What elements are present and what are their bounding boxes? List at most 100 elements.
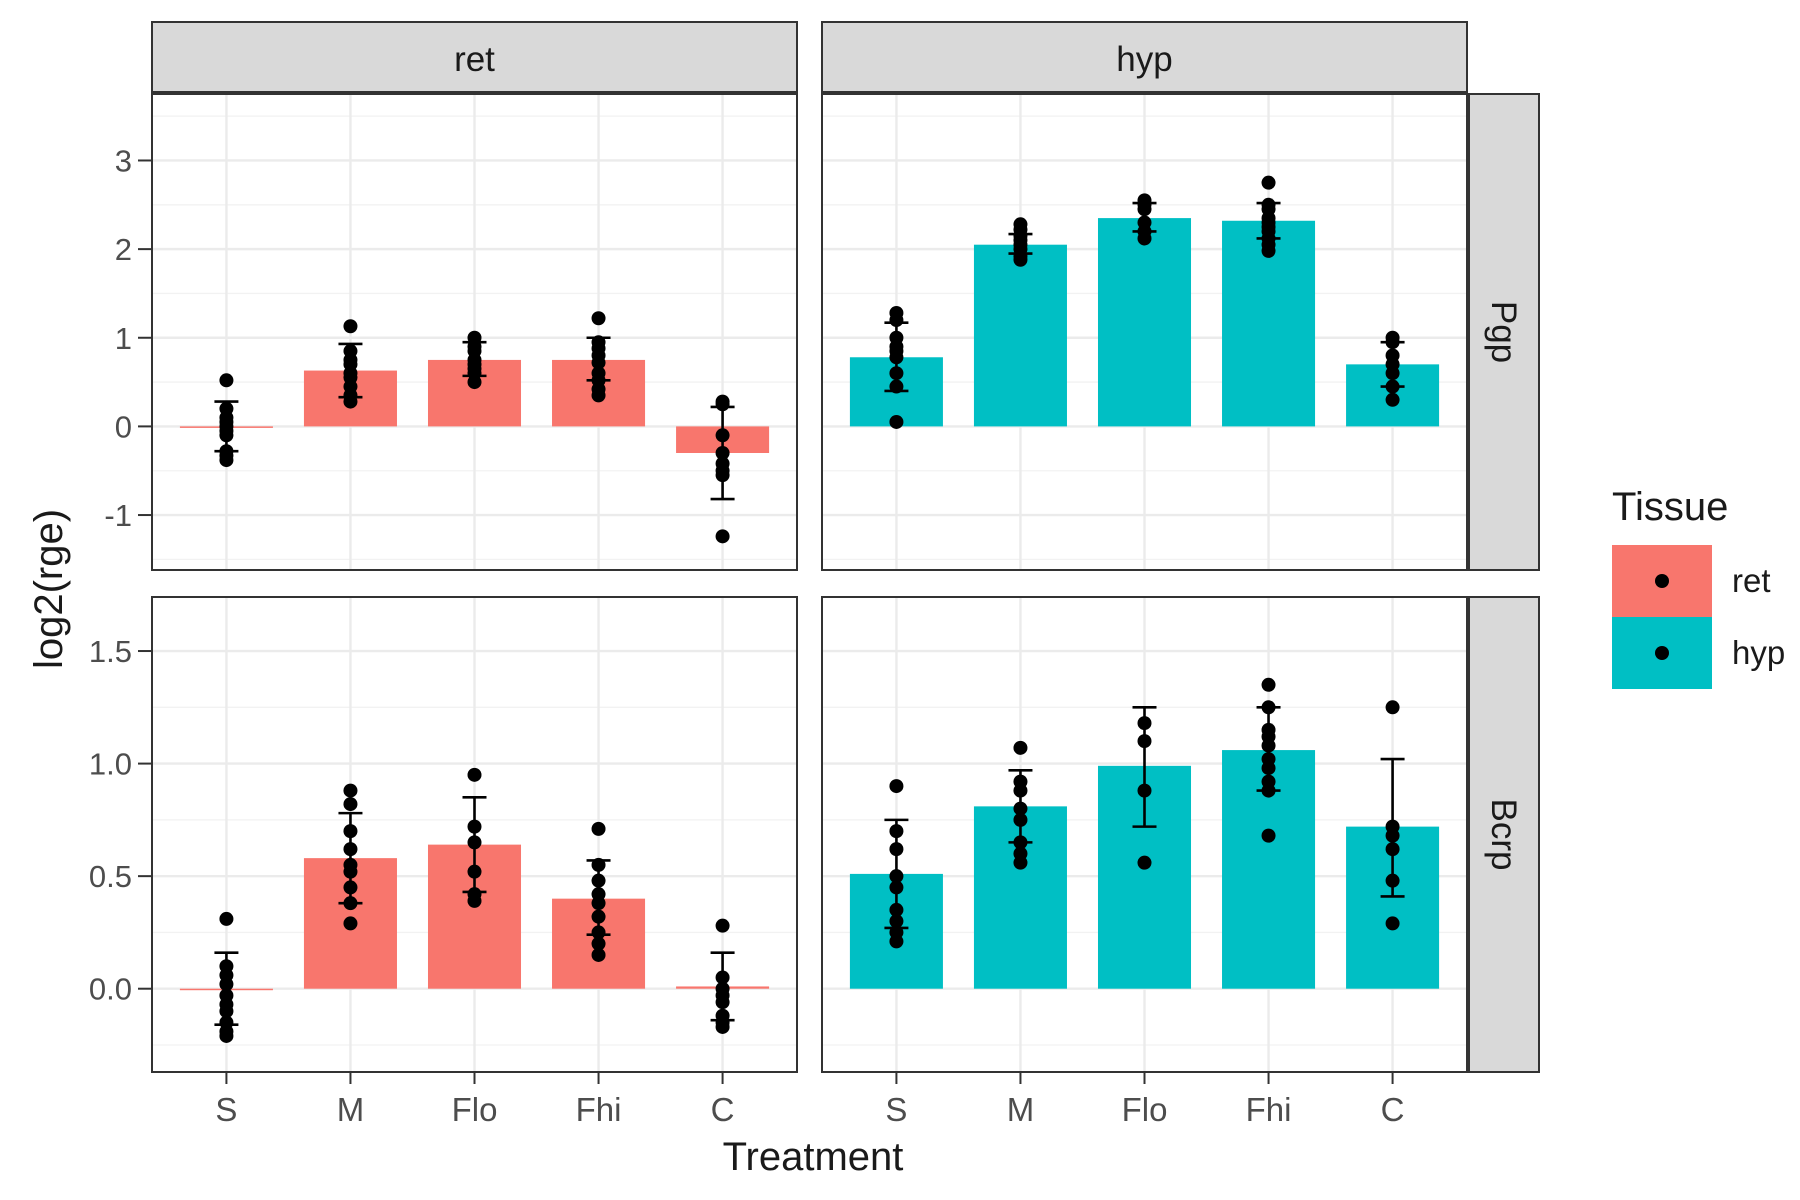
data-point	[1261, 738, 1276, 753]
data-point	[467, 375, 482, 390]
data-point	[715, 529, 730, 544]
data-point	[1385, 873, 1400, 888]
legend-key-point	[1655, 574, 1669, 588]
panel-Bcrp-ret	[151, 596, 798, 1073]
data-point	[467, 864, 482, 879]
data-point	[1261, 243, 1276, 258]
data-point	[591, 873, 606, 888]
data-point	[1013, 740, 1028, 755]
strip-label-Bcrp: Bcrp	[1484, 799, 1523, 871]
data-point	[1013, 812, 1028, 827]
legend-entries: ret hyp	[1612, 545, 1785, 689]
y-tick-label-Pgp: 3	[115, 143, 132, 178]
data-point	[343, 896, 358, 911]
data-point	[1385, 700, 1400, 715]
strip-label-ret: ret	[454, 40, 495, 79]
data-point	[889, 902, 904, 917]
data-point	[1137, 855, 1152, 870]
data-point	[1385, 392, 1400, 407]
panel-Pgp-ret	[151, 93, 798, 571]
x-tick-label-Fhi: Fhi	[1246, 1091, 1292, 1128]
data-point	[1385, 366, 1400, 381]
data-point	[343, 842, 358, 857]
data-point	[591, 925, 606, 940]
panel-border	[821, 93, 1468, 571]
bar-hyp-Flo	[1097, 218, 1192, 427]
strip-label-hyp: hyp	[1116, 40, 1172, 79]
data-point	[889, 934, 904, 949]
data-point	[219, 428, 234, 443]
data-point	[591, 947, 606, 962]
data-point	[1261, 677, 1276, 692]
x-tick-label-C: C	[711, 1091, 735, 1128]
data-point	[219, 453, 234, 468]
data-point	[1385, 379, 1400, 394]
data-point	[715, 995, 730, 1010]
data-point	[1137, 716, 1152, 731]
strip-ret	[151, 21, 798, 93]
data-point	[889, 379, 904, 394]
data-point	[1385, 916, 1400, 931]
data-point	[219, 1004, 234, 1019]
panel-Pgp-hyp	[821, 93, 1468, 571]
legend: Tissue ret hyp	[1612, 485, 1785, 689]
y-tick-label-Pgp: 0	[115, 409, 132, 444]
data-point	[591, 936, 606, 951]
data-point	[343, 880, 358, 895]
data-point	[1013, 783, 1028, 798]
data-point	[1261, 761, 1276, 776]
data-point	[1261, 783, 1276, 798]
y-tick-label-Bcrp: 0.0	[89, 972, 132, 1007]
data-point	[219, 911, 234, 926]
legend-label-hyp: hyp	[1732, 634, 1785, 671]
data-point	[219, 1028, 234, 1043]
data-point	[889, 880, 904, 895]
data-point	[467, 893, 482, 908]
data-point	[1013, 855, 1028, 870]
data-point	[1137, 734, 1152, 749]
x-tick-label-S: S	[885, 1091, 907, 1128]
strip-hyp	[821, 21, 1468, 93]
data-point	[889, 414, 904, 429]
data-point	[1137, 202, 1152, 217]
data-point	[591, 896, 606, 911]
data-point	[1137, 231, 1152, 246]
data-point	[715, 445, 730, 460]
y-tick-label-Pgp: 2	[115, 232, 132, 267]
data-point	[889, 350, 904, 365]
strip-label-Pgp: Pgp	[1484, 301, 1523, 363]
data-point	[219, 977, 234, 992]
data-point	[343, 783, 358, 798]
data-point	[591, 909, 606, 924]
data-point	[343, 916, 358, 931]
x-tick-label-Flo: Flo	[1122, 1091, 1168, 1128]
x-tick-label-Fhi: Fhi	[576, 1091, 622, 1128]
data-point	[715, 918, 730, 933]
data-point	[591, 355, 606, 370]
data-point	[1261, 828, 1276, 843]
y-tick-label-Bcrp: 0.5	[89, 859, 132, 894]
strip-Pgp	[1468, 93, 1540, 571]
x-axis-title: Treatment	[723, 1135, 904, 1179]
y-axis-title: log2(rge)	[27, 509, 71, 669]
data-point	[591, 388, 606, 403]
x-tick-label-M: M	[1007, 1091, 1035, 1128]
data-point	[467, 819, 482, 834]
data-point	[591, 857, 606, 872]
data-point	[343, 824, 358, 839]
panels-layer: ret hyp Pgp -1 0 1 2 3 Bcrp 0.0 0.5 1.0 1.5 S M Flo Fhi C…	[89, 21, 1540, 1128]
data-point	[1137, 783, 1152, 798]
panel-border	[151, 93, 798, 571]
y-tick-label-Bcrp: 1.5	[89, 634, 132, 669]
bar-hyp-M	[973, 244, 1067, 427]
data-point	[219, 373, 234, 388]
legend-key-point	[1655, 646, 1669, 660]
data-point	[715, 970, 730, 985]
data-point	[1013, 835, 1028, 850]
data-point	[715, 397, 730, 412]
data-point	[715, 1019, 730, 1034]
data-point	[715, 468, 730, 483]
data-point	[343, 797, 358, 812]
data-point	[889, 824, 904, 839]
